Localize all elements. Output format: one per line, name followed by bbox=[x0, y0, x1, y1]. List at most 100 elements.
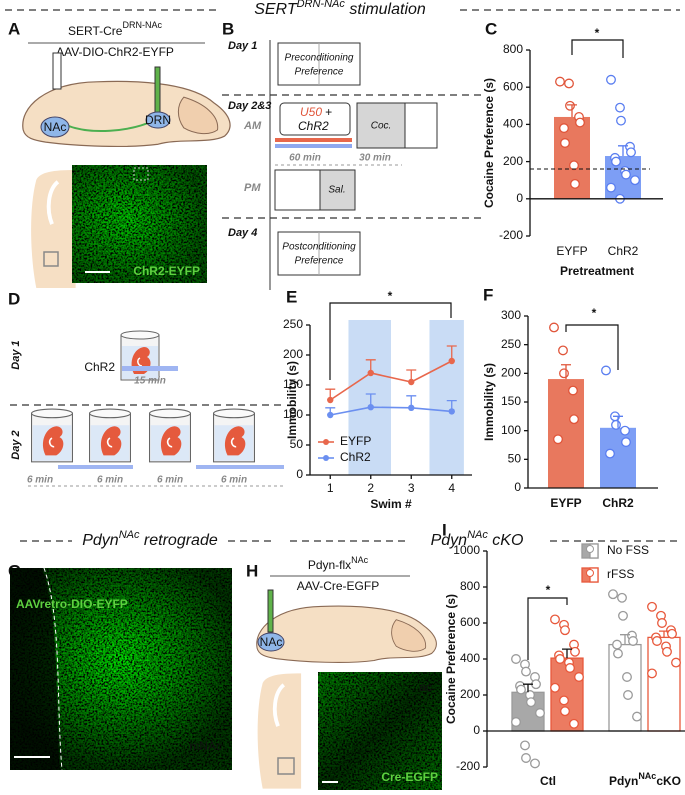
image-label: AAVretro-DIO-EYFP bbox=[16, 597, 128, 611]
y-tick-label: 200 bbox=[501, 366, 521, 380]
data-point bbox=[560, 706, 570, 717]
construct: Pdyn-flxNAc bbox=[308, 555, 369, 572]
data-point bbox=[550, 682, 560, 693]
text: stimulation bbox=[345, 1, 426, 18]
error-bar bbox=[523, 683, 533, 693]
duration: 6 min bbox=[97, 475, 123, 486]
x-tick-label: 2 bbox=[367, 481, 374, 495]
plus: + bbox=[325, 105, 332, 119]
y-tick-label: 250 bbox=[283, 317, 303, 331]
micrograph-shade bbox=[10, 568, 60, 770]
line bbox=[330, 406, 452, 416]
error-bar bbox=[561, 364, 571, 380]
data-point bbox=[623, 690, 633, 700]
y-axis-label: Immobility (s) bbox=[482, 363, 496, 441]
data-point bbox=[549, 322, 559, 333]
data-point bbox=[565, 100, 575, 111]
data-point bbox=[569, 718, 579, 729]
text: Pdyn-flx bbox=[308, 558, 351, 572]
swim-tank bbox=[88, 408, 132, 463]
superscript: NAc bbox=[119, 529, 140, 541]
significance-bracket bbox=[571, 39, 624, 58]
swim-tank bbox=[148, 408, 192, 463]
x-tick-label: ChR2 bbox=[608, 244, 639, 258]
region-label: ac bbox=[419, 680, 432, 694]
y-tick-label: 150 bbox=[501, 394, 521, 408]
data-point bbox=[621, 169, 631, 180]
y-tick-label: 200 bbox=[503, 154, 523, 168]
panel-letter: F bbox=[483, 285, 493, 304]
significance-bracket bbox=[329, 302, 452, 380]
legend-label: EYFP bbox=[340, 434, 371, 448]
data-point bbox=[611, 419, 621, 430]
syringe bbox=[154, 66, 161, 118]
data-point bbox=[647, 668, 657, 679]
day-label: Day 1 bbox=[10, 340, 22, 369]
marker bbox=[367, 404, 374, 411]
construct: SERT-CreDRN-NAc bbox=[68, 20, 162, 38]
region-label: mNAc bbox=[189, 739, 222, 753]
data-point bbox=[530, 758, 540, 769]
legend-label: ChR2 bbox=[340, 450, 371, 464]
data-point bbox=[521, 666, 531, 677]
text: SERT-Cre bbox=[68, 24, 123, 38]
data-point bbox=[601, 365, 611, 376]
superscript: NAc bbox=[351, 555, 369, 565]
data-point bbox=[605, 448, 615, 459]
x-tick-label: EYFP bbox=[556, 244, 587, 258]
x-axis-label: Pretreatment bbox=[560, 264, 634, 278]
x-tick-label: ChR2 bbox=[602, 496, 634, 510]
data-point bbox=[558, 345, 568, 356]
y-tick-label: -200 bbox=[456, 759, 480, 773]
text: Pdyn bbox=[431, 532, 468, 549]
superscript: NAc bbox=[638, 771, 656, 781]
data-point bbox=[608, 589, 618, 600]
stim-label: ChR2 bbox=[84, 360, 115, 374]
virus: AAV-DIO-ChR2-EYFP bbox=[56, 45, 174, 59]
day-label: Day 2&3 bbox=[228, 100, 271, 112]
drug: U50 bbox=[300, 105, 322, 119]
data-point bbox=[553, 434, 563, 445]
data-point bbox=[632, 711, 642, 722]
coronal-slice bbox=[29, 170, 78, 288]
y-tick-label: 50 bbox=[290, 437, 304, 451]
y-tick-label: 200 bbox=[460, 687, 480, 701]
region-label: NAc bbox=[44, 120, 67, 134]
text: cKO bbox=[488, 532, 524, 549]
data-point bbox=[565, 663, 575, 673]
significance-label: * bbox=[546, 583, 551, 597]
swim-tank bbox=[30, 408, 74, 463]
box-shade bbox=[319, 169, 356, 211]
data-point bbox=[628, 636, 638, 646]
header-title: SERTDRN-NAc stimulation bbox=[254, 0, 426, 18]
data-point bbox=[535, 708, 545, 718]
nac bbox=[40, 116, 70, 138]
highlight bbox=[348, 320, 391, 475]
panel-letter: E bbox=[286, 287, 297, 306]
data-point bbox=[662, 646, 672, 657]
duration: 6 min bbox=[157, 475, 183, 486]
stim: ChR2 bbox=[298, 119, 329, 133]
text: Pdyn bbox=[82, 532, 119, 549]
data-point bbox=[559, 695, 569, 706]
y-tick-label: 0 bbox=[296, 467, 303, 481]
data-point bbox=[647, 601, 657, 612]
session-label: PM bbox=[244, 182, 261, 194]
box bbox=[279, 102, 351, 136]
panel-letter: A bbox=[8, 19, 20, 38]
legend-point bbox=[586, 569, 594, 577]
y-tick-label: 400 bbox=[503, 117, 523, 131]
data-point bbox=[550, 614, 560, 625]
data-point bbox=[617, 592, 627, 603]
data-point bbox=[560, 138, 570, 148]
data-point bbox=[569, 414, 579, 425]
box-shade bbox=[356, 102, 406, 149]
day-label: Day 1 bbox=[228, 40, 257, 52]
data-point bbox=[526, 697, 536, 708]
y-axis-label: Cocaine Preference (s) bbox=[482, 78, 496, 208]
y-tick-label: 100 bbox=[283, 407, 303, 421]
day-label: Day 4 bbox=[228, 227, 257, 239]
